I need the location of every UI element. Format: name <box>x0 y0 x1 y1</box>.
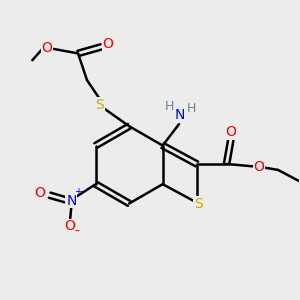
Text: N: N <box>66 194 76 208</box>
Text: O: O <box>226 125 236 139</box>
Text: O: O <box>102 37 113 51</box>
Text: N: N <box>174 108 185 122</box>
Text: O: O <box>34 186 45 200</box>
Text: S: S <box>95 98 104 112</box>
Text: -: - <box>74 224 79 239</box>
Text: H: H <box>165 100 174 113</box>
Text: O: O <box>42 41 52 56</box>
Text: S: S <box>194 197 203 211</box>
Text: O: O <box>64 219 75 233</box>
Text: H: H <box>187 102 196 115</box>
Text: O: O <box>253 160 264 174</box>
Text: +: + <box>74 187 82 197</box>
